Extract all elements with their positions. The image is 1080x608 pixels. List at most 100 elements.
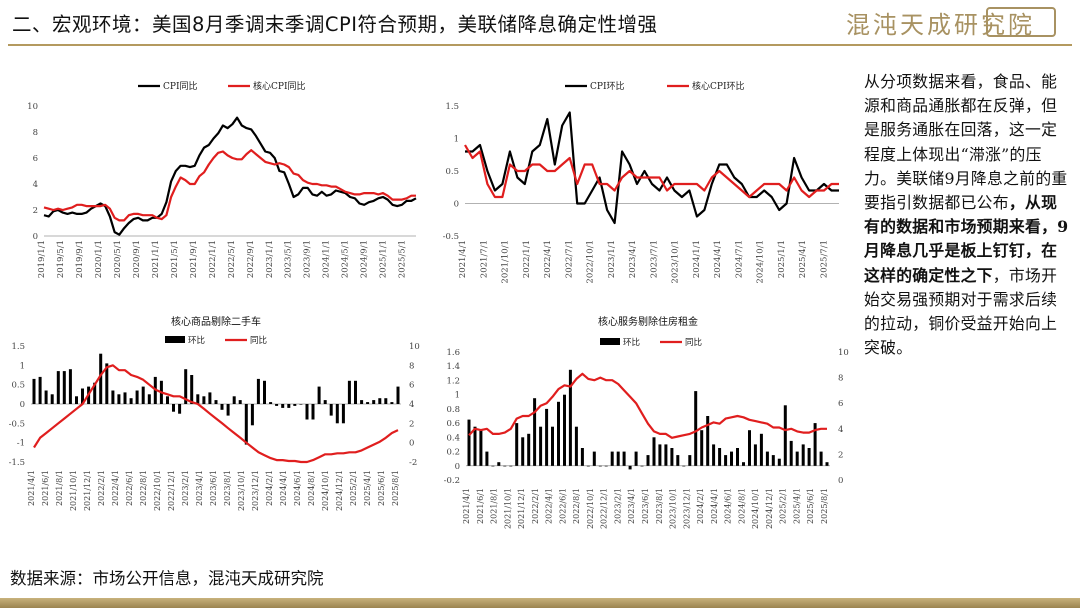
bar-mark: [111, 390, 115, 404]
x-tick-label: 2022/6/1: [558, 488, 567, 524]
bar-mark: [166, 396, 169, 404]
y-tick-label: 0.5: [445, 167, 459, 177]
bar-mark: [32, 378, 36, 404]
cpi-mom-chart: -0.5 0 0.5 1 1.5 2021/4/1 2021/7/1 2021/10/1 202…: [435, 70, 845, 300]
x-tick-label: 2023/1/1: [265, 240, 275, 278]
bar-mark: [172, 404, 175, 412]
bar-mark: [533, 398, 537, 466]
bar-mark: [117, 394, 121, 404]
bar-mark: [366, 402, 370, 404]
y-tick-label: 2: [33, 206, 38, 216]
x-tick-label: 2022/4/1: [543, 240, 553, 278]
bar-mark: [509, 465, 513, 467]
bar-mark: [574, 426, 578, 466]
y-left-tick-label: 1.5: [11, 342, 25, 352]
bar-mark: [652, 437, 656, 466]
x-tick-label: 2021/12/1: [83, 470, 92, 511]
x-tick-label: 2025/2/1: [349, 470, 358, 506]
x-tick-label: 2023/9/1: [303, 240, 313, 278]
x-tick-label: 2024/9/1: [360, 240, 370, 278]
x-tick-label: 2024/7/1: [734, 240, 744, 278]
y-left-tick-label: -1: [17, 439, 25, 449]
bar-mark: [178, 404, 182, 414]
y-right-tick-label: 8: [838, 374, 843, 384]
bar-mark: [712, 444, 716, 466]
y-tick-label: 8: [33, 128, 38, 138]
bar-mark: [825, 462, 829, 466]
bar-mark: [147, 394, 151, 404]
y-left-tick-label: 0: [455, 462, 460, 472]
x-tick-label: 2022/10/1: [153, 470, 162, 511]
y-right-tick-label: 10: [838, 348, 849, 358]
bar-mark: [390, 402, 394, 404]
bar-mark: [521, 437, 525, 466]
y-left-tick-label: -0.2: [444, 476, 460, 486]
x-tick-label: 2022/12/1: [167, 470, 176, 511]
bar-mark: [263, 380, 266, 404]
x-tick-label: 2020/1/1: [94, 240, 104, 278]
chart-title: 核心服务剔除住房租金: [598, 315, 698, 328]
y-tick-label: 0: [33, 232, 38, 242]
x-tick-label: 2022/2/1: [531, 488, 540, 524]
x-tick-label: 2022/6/1: [125, 470, 134, 506]
bar-mark: [311, 404, 315, 420]
bar-mark: [730, 451, 733, 466]
bar-mark: [491, 465, 495, 467]
footer-bar: [0, 598, 1080, 608]
x-tick-label: 2025/8/1: [820, 488, 829, 524]
y-right-tick-label: 0: [838, 476, 843, 486]
bar-mark: [105, 363, 109, 404]
x-tick-label: 2024/4/1: [713, 240, 723, 278]
x-tick-label: 2025/2/1: [779, 488, 788, 524]
logo-frame: [986, 7, 1056, 37]
y-right-tick-label: 2: [409, 419, 414, 429]
bar-mark: [378, 398, 382, 404]
y-tick-label: 1.5: [445, 102, 459, 112]
x-tick-label: 2022/10/1: [586, 488, 595, 529]
x-tick-label: 2023/6/1: [641, 488, 650, 524]
bar-mark: [238, 400, 242, 404]
y-tick-label: 10: [27, 102, 38, 112]
x-tick-label: 2025/4/1: [363, 470, 372, 506]
legend-label: 核心CPI环比: [692, 80, 745, 92]
x-tick-label: 2024/12/1: [765, 488, 774, 529]
x-tick-label: 2021/10/1: [69, 470, 78, 511]
x-tick-label: 2024/2/1: [696, 488, 705, 524]
legend-label: 环比: [188, 335, 205, 346]
bar-mark: [580, 448, 584, 466]
y-left-tick-label: 0.8: [446, 405, 460, 415]
bar-mark: [250, 404, 254, 426]
x-tick-label: 2022/4/1: [111, 470, 120, 506]
x-tick-label: 2021/8/1: [490, 488, 499, 524]
commentary-part-1: 从分项数据来看，食品、能源和商品通胀都在反弹，但是服务通胀在回落，这一定程度上体…: [864, 72, 1068, 213]
core-services-chart: 核心服务剔除住房租金 环比 同比 -0.2 0 0.2 0.4 0.6 0.8 1 1.2 1.4 1.…: [440, 312, 860, 554]
bar-mark: [658, 444, 662, 466]
brand-logo: 混沌天成研究院: [846, 5, 1058, 39]
x-tick-label: 2024/8/1: [737, 488, 746, 524]
bar-mark: [640, 465, 644, 467]
bar-mark: [323, 400, 327, 404]
x-tick-label: 2023/2/1: [613, 488, 622, 524]
legend-swatch: [600, 338, 620, 345]
bar-mark: [214, 400, 218, 404]
commentary-bold: ，从现有的数据和市场预期来看，9月降息几乎是板上钉钉，在这样的确定性之下: [864, 193, 1069, 285]
series-line: [33, 364, 399, 464]
bar-mark: [372, 400, 376, 404]
y-left-tick-label: 0: [20, 400, 25, 410]
x-tick-label: 2023/7/1: [649, 240, 659, 278]
bar-mark: [129, 398, 133, 404]
bar-mark: [93, 382, 97, 404]
x-tick-label: 2022/2/1: [97, 470, 106, 506]
x-tick-label: 2021/7/1: [479, 240, 489, 278]
bar-mark: [783, 405, 787, 466]
bar-mark: [777, 458, 781, 466]
x-tick-label: 2024/1/1: [322, 240, 332, 278]
bar-mark: [347, 380, 351, 404]
cpi-yoy-chart: 0 2 4 6 8 10 2019/1/1 2019/5/1 2019/9/1 2020/1/1 2…: [18, 70, 420, 300]
y-left-tick-label: 0.2: [446, 448, 460, 458]
bar-mark: [759, 433, 763, 466]
legend-label: 同比: [250, 335, 267, 346]
bar-mark: [360, 400, 364, 404]
bar-mark: [208, 392, 212, 404]
